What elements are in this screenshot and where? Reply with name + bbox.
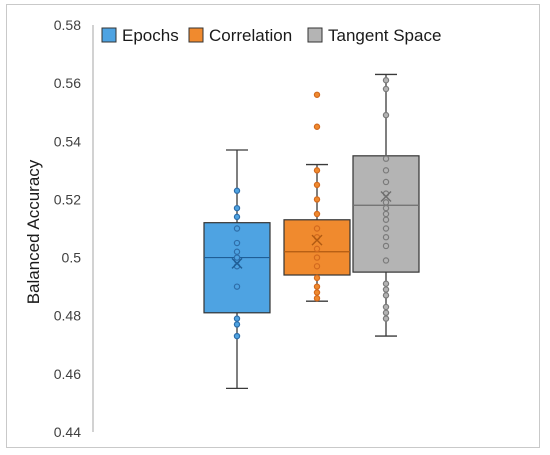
data-point [382,257,390,264]
data-point [382,292,390,299]
data-point [313,123,321,130]
y-axis-label: Balanced Accuracy [24,159,43,304]
data-point [313,181,321,189]
data-point [382,167,390,174]
data-point [233,239,241,247]
data-point [313,295,321,302]
data-point [233,225,241,232]
data-point [382,309,390,317]
data-point [382,286,390,293]
legend-swatch-epochs [101,27,117,43]
data-point [233,283,241,290]
data-point [313,263,321,270]
data-point [313,225,321,232]
data-point [233,315,241,322]
mean-marker [311,234,323,246]
data-point [382,85,390,93]
y-tick-label: 0.5 [62,250,82,266]
y-axis: 0.44 0.46 0.48 0.5 0.52 0.54 0.56 0.58 [54,17,94,440]
y-tick-label: 0.44 [54,424,81,440]
box-epochs [203,149,271,390]
data-point [233,321,241,328]
legend: Epochs Correlation Tangent Space [101,26,441,45]
data-point [233,332,241,340]
y-tick-label: 0.54 [54,133,81,149]
legend-label-tangent-space: Tangent Space [328,26,441,45]
data-point [233,204,241,212]
data-point [382,234,390,241]
data-point [382,303,390,311]
data-point [233,248,241,255]
data-point [382,280,390,287]
data-point [382,111,390,119]
data-point [382,225,390,232]
legend-swatch-tangent-space [307,27,323,43]
y-tick-label: 0.52 [54,191,81,207]
y-tick-label: 0.56 [54,75,81,91]
data-point [313,245,321,253]
data-point [313,289,321,296]
legend-label-epochs: Epochs [122,26,179,45]
legend-swatch-correlation [188,27,204,43]
data-point [233,254,241,261]
chart-frame: Balanced Accuracy Epochs Correlation Tange… [6,4,540,448]
y-tick-label: 0.48 [54,308,81,324]
data-point [313,91,321,98]
data-point [382,204,390,212]
data-point [382,210,390,218]
mean-marker [380,191,392,203]
box-correlation [283,91,351,302]
mean-marker [231,257,243,269]
data-point [233,187,241,194]
box-tangent-space [352,73,420,337]
data-point [382,77,390,84]
data-point [313,167,321,174]
y-tick-label: 0.46 [54,366,81,382]
data-point [313,196,321,203]
data-point [382,315,390,322]
data-point [313,283,321,290]
data-point [382,178,390,186]
data-point [382,242,390,250]
data-point [233,213,241,221]
y-tick-label: 0.58 [54,17,81,33]
plot-area [203,73,420,390]
legend-label-correlation: Correlation [209,26,292,45]
data-point [313,274,321,282]
box-plot-chart: Balanced Accuracy Epochs Correlation Tange… [24,17,441,440]
data-point [382,199,390,206]
data-point [382,216,390,223]
data-point [313,210,321,218]
data-point [313,254,321,261]
data-point [382,155,390,162]
